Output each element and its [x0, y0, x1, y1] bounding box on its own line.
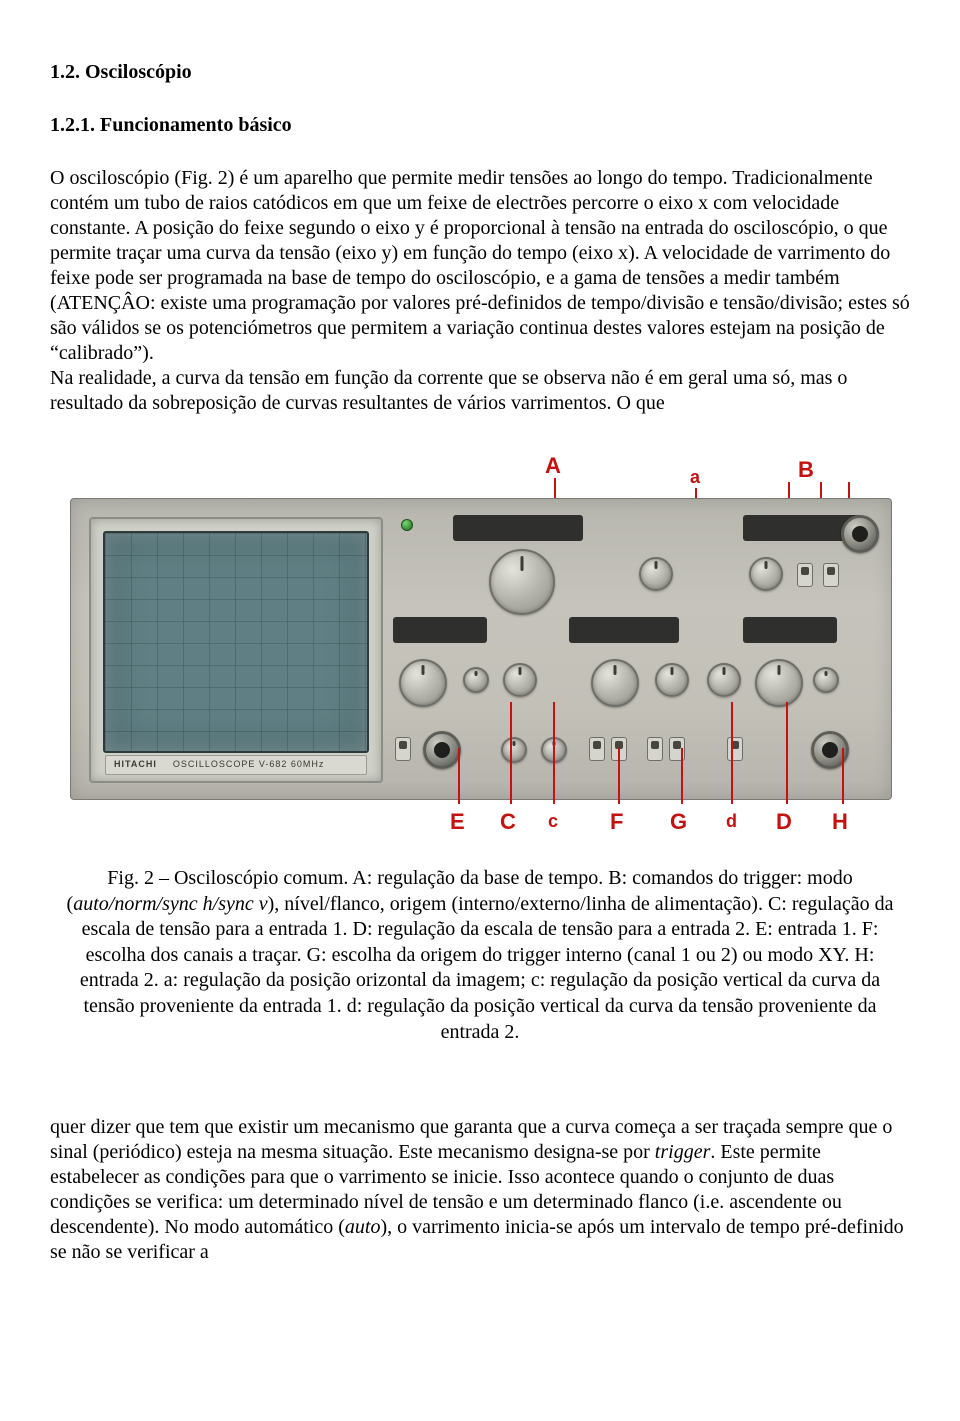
model-text: OSCILLOSCOPE V-682 60MHz [173, 759, 325, 770]
ch1-position-knob [503, 663, 537, 697]
horiz-position-knob [639, 557, 673, 591]
mode-knob [591, 659, 639, 707]
screen-frame: HITACHI OSCILLOSCOPE V-682 60MHz [89, 517, 383, 783]
intro-text-2: Na realidade, a curva da tensão em funçã… [50, 367, 847, 414]
control-panel [393, 513, 879, 785]
ch2-coupling-switch [727, 737, 743, 761]
p2-em1: trigger [655, 1141, 711, 1163]
callout-H [842, 748, 844, 804]
screen-grid [105, 533, 367, 751]
callout-C [510, 702, 512, 804]
figure-wrapper: A a B HITACHI OSCILLOSCOPE V-682 60MHz [50, 452, 910, 1045]
label-F: F [610, 808, 623, 836]
oscilloscope-figure: A a B HITACHI OSCILLOSCOPE V-682 60MHz [70, 452, 890, 852]
trigger-slope-switch [797, 563, 813, 587]
ch1-input-bnc [423, 731, 461, 769]
power-led [401, 519, 413, 531]
trigger-source-switch [823, 563, 839, 587]
ch1-strip [393, 617, 487, 643]
callout-D [786, 702, 788, 804]
ch2-volts-div-knob [755, 659, 803, 707]
caption-mid: ), nível/flanco, origem (interno/externo… [80, 893, 894, 1043]
time-div-knob [489, 549, 555, 615]
p2-em2: auto [345, 1216, 381, 1238]
ch1-var-knob [463, 667, 489, 693]
crt-screen [103, 531, 369, 753]
intro-text-1: O osciloscópio (Fig. 2) é um aparelho qu… [50, 167, 910, 364]
intro-paragraph: O osciloscópio (Fig. 2) é um aparelho qu… [50, 166, 910, 416]
int-trig-knob [655, 663, 689, 697]
ch1-volts-div-knob [399, 659, 447, 707]
figure-caption: Fig. 2 – Osciloscópio comum. A: regulaçã… [50, 866, 910, 1045]
section-heading-2: 1.2.1. Funcionamento básico [50, 113, 910, 138]
label-B: B [798, 456, 814, 484]
section-heading-1: 1.2. Osciloscópio [50, 60, 910, 85]
vert-mode-switch-1 [589, 737, 605, 761]
ch2-var-knob [813, 667, 839, 693]
brand-text: HITACHI [114, 759, 157, 770]
label-G: G [670, 808, 687, 836]
label-A: A [545, 452, 561, 480]
trigger-level-knob [749, 557, 783, 591]
label-c: c [548, 810, 558, 833]
label-H: H [832, 808, 848, 836]
time-div-strip [453, 515, 583, 541]
callout-d [731, 702, 733, 804]
caption-italic-1: auto/norm/sync h/sync v [73, 893, 267, 915]
brand-strip: HITACHI OSCILLOSCOPE V-682 60MHz [105, 755, 367, 775]
mode-strip [569, 617, 679, 643]
callout-c [553, 702, 555, 804]
ext-trig-bnc [841, 515, 879, 553]
oscilloscope-body: HITACHI OSCILLOSCOPE V-682 60MHz [70, 498, 892, 800]
ch2-strip [743, 617, 837, 643]
ch1-coupling-switch [395, 737, 411, 761]
callout-E [458, 748, 460, 804]
callout-G [681, 748, 683, 804]
label-a: a [690, 466, 700, 489]
focus-knob [501, 737, 527, 763]
callout-F [618, 748, 620, 804]
label-d: d [726, 810, 737, 833]
ch2-position-knob [707, 663, 741, 697]
label-D: D [776, 808, 792, 836]
xy-switch [647, 737, 663, 761]
label-C: C [500, 808, 516, 836]
continuation-paragraph: quer dizer que tem que existir um mecani… [50, 1115, 910, 1265]
label-E: E [450, 808, 465, 836]
